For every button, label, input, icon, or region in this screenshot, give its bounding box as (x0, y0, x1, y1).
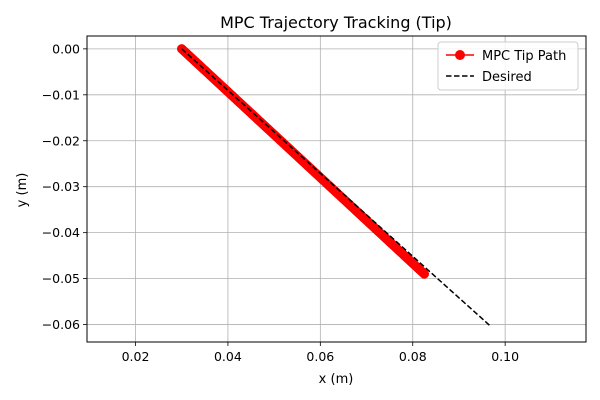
desired-path-line (181, 48, 492, 328)
legend-mpc-label: MPC Tip Path (482, 49, 566, 64)
legend-box (437, 41, 579, 91)
x-axis-label: x (m) (319, 372, 354, 387)
x-tick-label: 0.08 (399, 349, 427, 364)
chart-title: MPC Trajectory Tracking (Tip) (220, 13, 452, 32)
y-tick-label: −0.01 (42, 87, 80, 102)
x-axis: 0.02 0.04 0.06 0.08 0.10 (122, 342, 519, 364)
y-axis: 0.00 −0.01 −0.02 −0.03 −0.04 −0.05 −0.06 (42, 41, 87, 332)
y-axis-label: y (m) (15, 173, 30, 208)
plot-frame (86, 35, 587, 343)
legend-mpc-marker (455, 50, 465, 60)
legend: MPC Tip Path Desired (437, 41, 579, 91)
y-tick-label: −0.03 (42, 179, 80, 194)
grid-lines (87, 36, 586, 342)
y-tick-label: −0.06 (42, 317, 80, 332)
legend-desired-label: Desired (482, 70, 532, 85)
mpc-tip-path-markers (176, 44, 430, 279)
mpc-tip-path-point (419, 269, 430, 279)
plot-area (176, 44, 492, 328)
x-tick-label: 0.10 (491, 349, 519, 364)
y-tick-label: −0.02 (42, 133, 80, 148)
x-tick-label: 0.02 (122, 349, 150, 364)
x-tick-label: 0.06 (306, 349, 334, 364)
y-tick-label: −0.04 (42, 225, 80, 240)
y-tick-label: 0.00 (52, 41, 80, 56)
x-tick-label: 0.04 (214, 349, 242, 364)
y-tick-label: −0.05 (42, 271, 80, 286)
